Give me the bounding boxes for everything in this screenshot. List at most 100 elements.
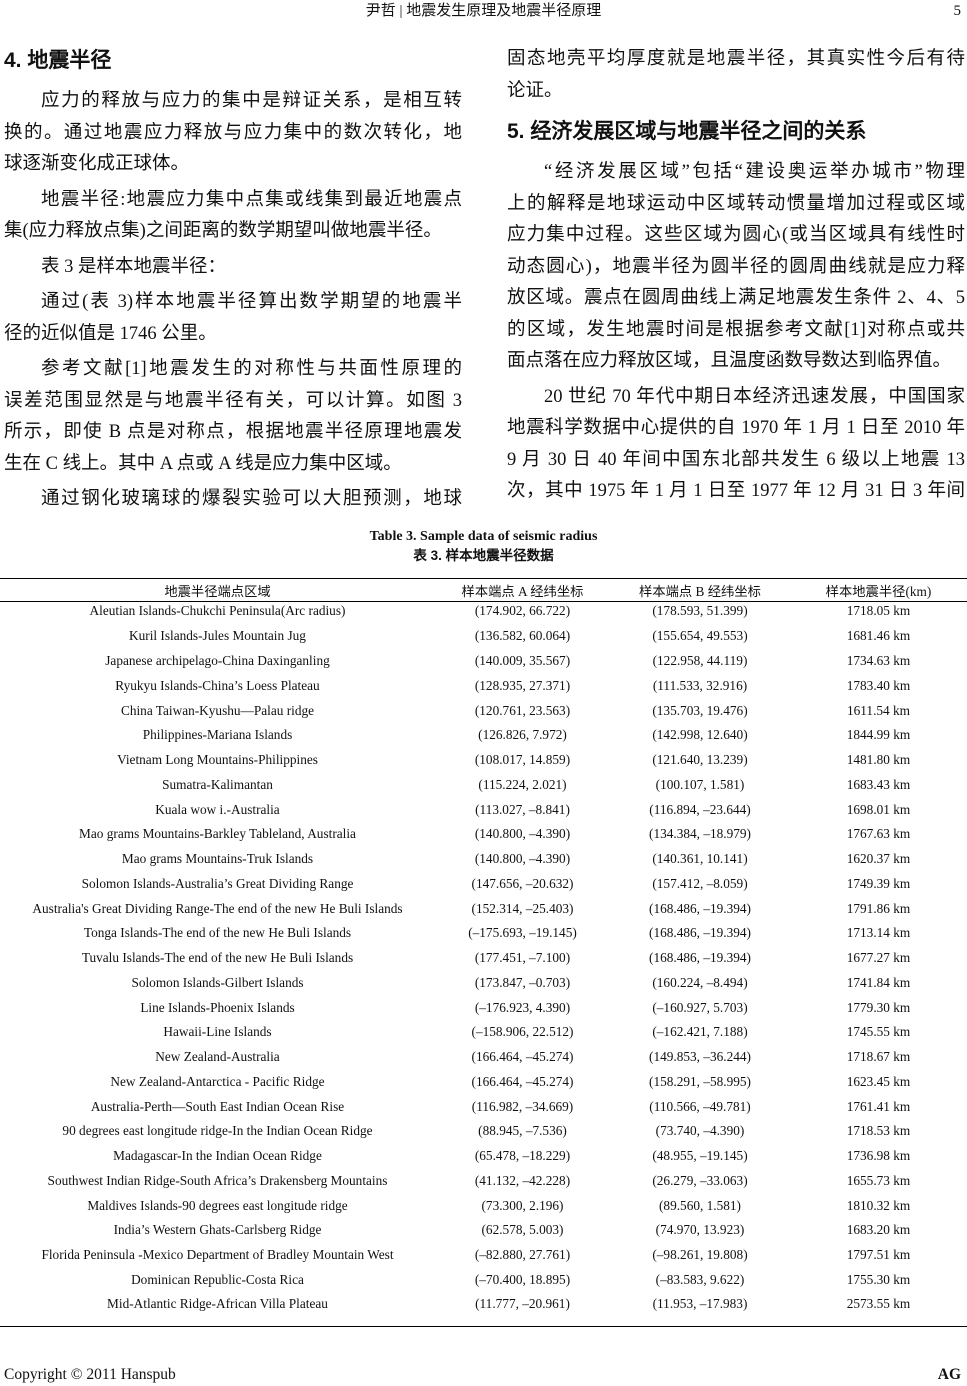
point-a-cell: (113.027, –8.841) [475,801,570,817]
point-b-cell: (11.953, –17.983) [652,1296,748,1312]
point-a-cell: (126.826, 7.972) [478,727,567,743]
table-row: Philippines-Mariana Islands (126.826, 7.9… [0,723,967,748]
paragraph: 通过(表 3)样本地震半径算出数学期望的地震半 径的近似值是 1746 公里。 [4,287,462,350]
table-row: Vietnam Long Mountains-Philippines (108.0… [0,748,967,773]
radius-cell: 1745.55 km [846,1024,911,1040]
table-row: Kuril Islands-Jules Mountain Jug (136.582… [0,624,967,649]
radius-cell: 1683.43 km [846,776,911,792]
point-a-cell: (140.800, –4.390) [474,826,571,842]
table-row: Japanese archipelago-China Daxinganling (… [0,649,967,674]
radius-cell: 1655.73 km [846,1172,911,1188]
point-b-cell: (73.740, –4.390) [655,1123,745,1139]
region-cell: 90 degrees east longitude ridge-In the I… [62,1123,373,1139]
text-line: 论证。 [507,80,563,101]
region-cell: Solomon Islands-Gilbert Islands [131,974,304,990]
radius-cell: 1761.41 km [846,1098,911,1114]
paragraph: 地震半径:地震应力集中点集或线集到最近地震点 集(应力释放点集)之间距离的数学期望… [4,185,462,248]
radius-cell: 1741.84 km [846,974,911,990]
left-column: 4. 地震半径 应力的释放与应力的集中是辩证关系，是相互转 换的。通过地震应力释放… [4,44,462,520]
point-b-cell: (142.998, 12.640) [652,727,748,743]
radius-cell: 1755.30 km [846,1271,911,1287]
region-cell: Kuala wow i.-Australia [155,801,280,817]
point-a-cell: (88.945, –7.536) [478,1123,567,1139]
point-a-cell: (177.451, –7.100) [474,950,571,966]
point-b-cell: (135.703, 19.476) [652,702,748,718]
point-a-cell: (62.578, 5.003) [481,1222,564,1238]
table-row: Solomon Islands-Australia’s Great Dividi… [0,872,967,897]
region-cell: New Zealand-Australia [155,1049,280,1065]
point-b-cell: (48.955, –19.145) [652,1148,748,1164]
point-a-cell: (140.009, 35.567) [474,653,571,669]
point-a-cell: (115.224, 2.021) [478,776,567,792]
point-b-cell: (100.107, 1.581) [655,776,745,792]
paragraph: 表 3 是样本地震半径： [4,252,462,284]
region-cell: Florida Peninsula -Mexico Department of … [41,1247,394,1263]
region-cell: India’s Western Ghats-Carlsberg Ridge [113,1222,322,1238]
point-b-cell: (–162.421, 7.188) [652,1024,748,1040]
point-a-cell: (166.464, –45.274) [471,1049,574,1065]
point-b-cell: (178.593, 51.399) [652,603,748,618]
text-line: 参考文献[1]地震发生的对称性与共面性原理的 [41,359,462,379]
point-b-cell: (111.533, 32.916) [652,677,748,693]
text-line: 所示，即使 B 点是对称点，根据地震半径原理地震发 [4,422,462,442]
point-a-cell: (–175.693, –19.145) [468,925,577,941]
radius-cell: 1713.14 km [846,925,911,941]
region-cell: Maldives Islands-90 degrees east longitu… [87,1197,348,1213]
text-line: 固态地壳平均厚度就是地震半径，其真实性今后有待 [507,49,965,69]
region-cell: Japanese archipelago-China Daxinganling [105,653,330,669]
region-cell: Aleutian Islands-Chukchi Peninsula(Arc r… [89,603,346,618]
radius-cell: 1783.40 km [846,677,911,693]
table-row: Mid-Atlantic Ridge-African Villa Plateau… [0,1292,967,1327]
point-b-cell: (158.291, –58.995) [649,1073,751,1089]
text-line: 误差范围显然是与地震半径有关，可以计算。如图 3 [4,390,462,411]
text-line: “经济发展区域”包括“建设奥运举办城市”物理 [544,162,965,182]
right-body: “经济发展区域”包括“建设奥运举办城市”物理上的解释是地球运动中区域转动惯量增加… [507,157,965,508]
radius-cell: 1611.54 km [846,702,911,718]
point-b-cell: (–160.927, 5.703) [652,999,748,1015]
text-line: 球逐渐变化成正球体。 [4,154,190,174]
radius-cell: 1718.67 km [846,1049,911,1065]
table-row: Line Islands-Phoenix Islands (–176.923, 4… [0,995,967,1020]
text-line: 径的近似值是 1746 公里。 [4,323,217,344]
region-cell: Mao grams Mountains-Truk Islands [121,851,314,867]
section-heading-5: 5. 经济发展区域与地震半径之间的关系 [507,120,867,143]
radius-cell: 1481.80 km [846,752,911,768]
text-line: 地震科学数据中心提供的自 1970 年 1 月 1 日至 2010 年 [507,418,965,438]
radius-cell: 1767.63 km [846,826,911,842]
region-cell: Philippines-Mariana Islands [142,727,293,743]
paragraph: 应力的释放与应力的集中是辩证关系，是相互转 换的。通过地震应力释放与应力集中的数次… [4,86,462,181]
table-header-row: 地震半径端点区域 样本端点 A 经纬坐标 样本端点 B 经纬坐标 样本地震半径(… [0,578,967,602]
region-cell: Mid-Atlantic Ridge-African Villa Plateau [107,1296,328,1312]
point-b-cell: (–83.583, 9.622) [655,1271,745,1287]
point-b-cell: (168.486, –19.394) [649,925,751,941]
region-cell: Dominican Republic-Costa Rica [131,1271,304,1287]
table-row: Australia's Great Dividing Range-The end… [0,896,967,921]
radius-cell: 1683.20 km [846,1222,911,1238]
point-b-cell: (134.384, –18.979) [649,826,751,842]
radius-cell: 1844.99 km [846,727,911,743]
radius-cell: 2573.55 km [846,1296,911,1312]
point-a-cell: (166.464, –45.274) [471,1073,574,1089]
paragraph: 通过钢化玻璃球的爆裂实验可以大胆预测，地球 [4,484,462,516]
region-cell: Tonga Islands-The end of the new He Buli… [83,925,352,941]
radius-cell: 1681.46 km [846,628,911,644]
running-title: 尹哲 | 地震发生原理及地震半径原理 [365,3,602,19]
radius-cell: 1736.98 km [846,1148,911,1164]
point-b-cell: (–98.261, 19.808) [652,1247,748,1263]
table-row: Tuvalu Islands-The end of the new He Bul… [0,946,967,971]
point-a-cell: (–158.906, 22.512) [471,1024,574,1040]
region-cell: Australia's Great Dividing Range-The end… [32,900,403,916]
table-row: Sumatra-Kalimantan (115.224, 2.021) (100.1… [0,773,967,798]
text-line: 上的解释是地球运动中区域转动惯量增加过程或区域 [507,193,965,214]
point-a-cell: (152.314, –25.403) [471,900,574,916]
table-row: China Taiwan-Kyushu—Palau ridge (120.761,… [0,698,967,723]
radius-cell: 1698.01 km [846,801,911,817]
right-column: 固态地壳平均厚度就是地震半径，其真实性今后有待 论证。 5. 经济发展区域与地震半… [507,44,965,512]
radius-cell: 1734.63 km [846,653,911,669]
region-cell: Madagascar-In the Indian Ocean Ridge [113,1148,322,1164]
page-number: 5 [953,3,962,19]
region-cell: Vietnam Long Mountains-Philippines [117,752,318,768]
seismic-radius-table: 地震半径端点区域 样本端点 A 经纬坐标 样本端点 B 经纬坐标 样本地震半径(… [0,578,967,1327]
region-cell: Hawaii-Line Islands [163,1024,272,1040]
region-cell: Southwest Indian Ridge-South Africa’s Dr… [47,1172,388,1188]
